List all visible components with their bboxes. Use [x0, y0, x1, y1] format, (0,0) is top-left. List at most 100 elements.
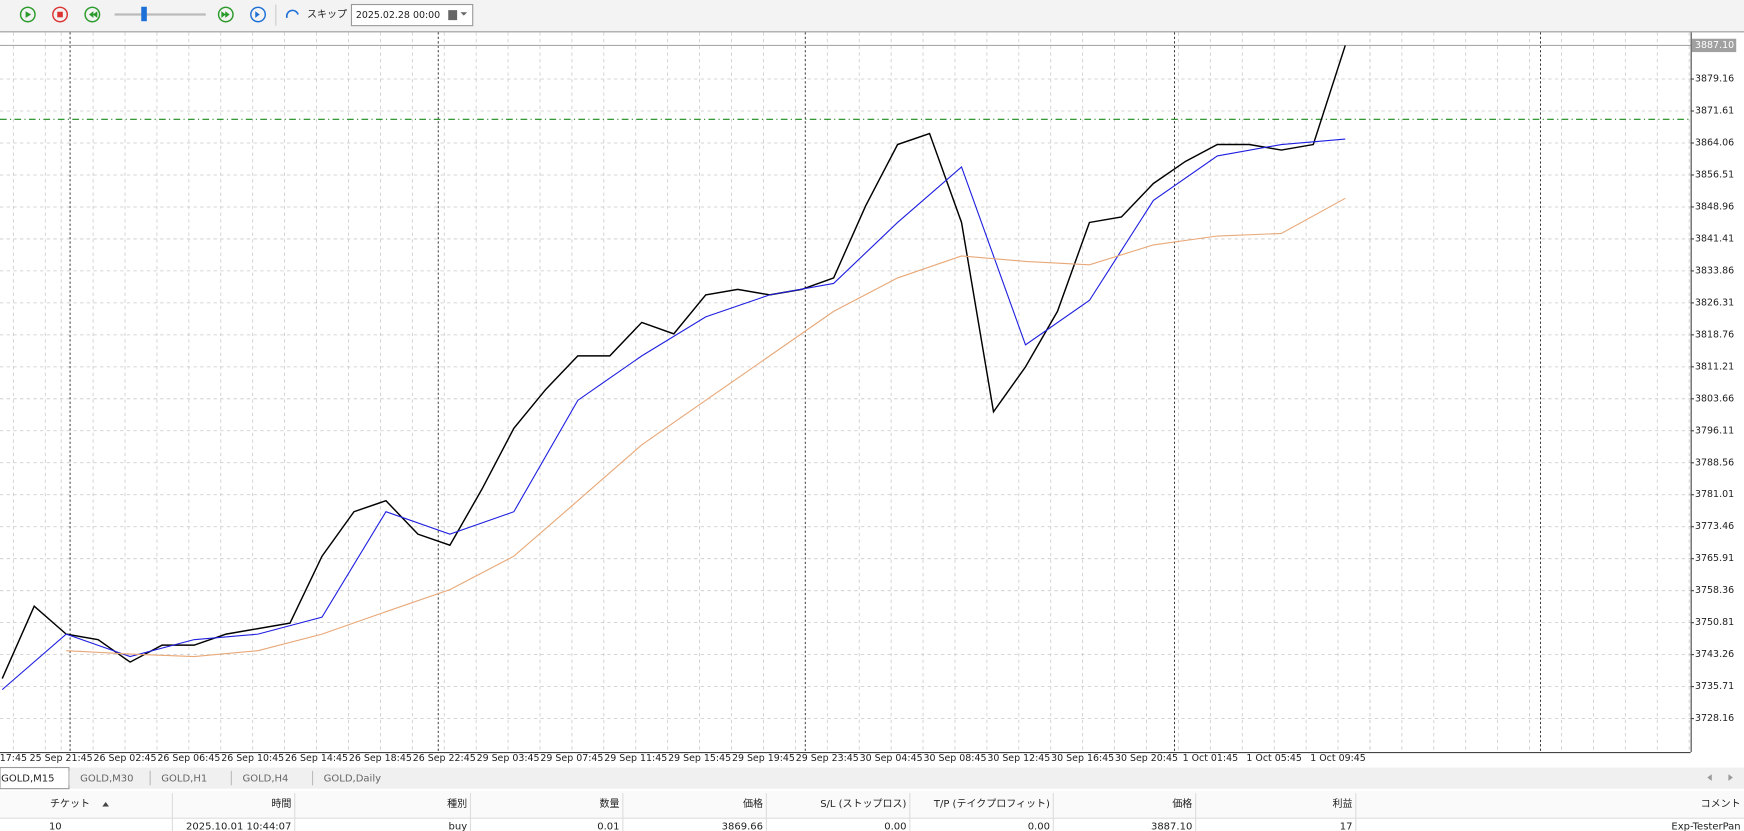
- x-tick-label: 29 Sep 03:45: [477, 753, 540, 764]
- x-tick-label: 1 Oct 05:45: [1246, 753, 1302, 764]
- table-cell: 10: [49, 821, 62, 831]
- y-tick-label: 3796.11: [1695, 425, 1734, 436]
- column-header[interactable]: S/L (ストップロス): [820, 798, 906, 810]
- table-cell: 3869.66: [722, 821, 763, 831]
- x-tick-label: 30 Sep 20:45: [1115, 753, 1178, 764]
- price-series: [1, 45, 1346, 679]
- price-series: [1, 138, 1346, 691]
- x-tick-label: 29 Sep 15:45: [668, 753, 731, 764]
- x-tick-label: 25 Sep 21:45: [30, 753, 93, 764]
- table-cell: 17: [1340, 821, 1353, 831]
- table: チケット 時間 種別 数量 価格 S/L (ストップロス) T/P (テイクプロフィット) 価…: [49, 793, 1741, 831]
- x-tick-label: 29 Sep 23:45: [796, 753, 859, 764]
- grid: [0, 32, 1691, 752]
- tab[interactable]: GOLD,M15: [1, 774, 54, 785]
- table-cell: 2025.10.01 10:44:07: [186, 821, 291, 831]
- column-header[interactable]: 価格: [743, 797, 763, 810]
- speed-slider[interactable]: [141, 6, 147, 22]
- toolbar: スキップ 2025.02.28 00:00: [0, 0, 1744, 32]
- toolbar-bg: [0, 0, 1744, 32]
- table-cell: 0.01: [597, 821, 619, 831]
- x-tick-label: 26 Sep 22:45: [413, 753, 476, 764]
- tab[interactable]: GOLD,H1: [161, 774, 207, 785]
- x-tick-label: 26 Sep 06:45: [157, 753, 220, 764]
- table-header-bg: [0, 790, 1744, 818]
- y-tick-label: 3773.46: [1695, 521, 1734, 532]
- play-icon: [25, 11, 32, 18]
- table-cell: 3887.10: [1151, 821, 1192, 831]
- x-tick-label: 1 Oct 09:45: [1310, 753, 1366, 764]
- y-tick-label: 3864.06: [1695, 138, 1734, 149]
- date-dropdown: [448, 10, 468, 21]
- tab-bar: [0, 767, 1744, 789]
- x-tick-label: 26 Sep 14:45: [285, 753, 348, 764]
- x-tick-label: 26 Sep 10:45: [221, 753, 284, 764]
- y-tick-label: 3758.36: [1695, 585, 1734, 596]
- slower-button[interactable]: [84, 6, 101, 23]
- x-tick-label: 29 Sep 11:45: [604, 753, 667, 764]
- current-price-label: 3887.10: [1695, 40, 1734, 51]
- y-tick-label: 3856.51: [1695, 169, 1734, 180]
- sort-arrow: [102, 802, 109, 807]
- column-header[interactable]: 利益: [1332, 797, 1352, 810]
- stop-button[interactable]: [52, 6, 69, 23]
- tab-bar-bg: [0, 767, 1744, 789]
- y-tick-label: 3728.16: [1695, 713, 1734, 724]
- y-tick-label: 3871.61: [1695, 106, 1734, 117]
- y-tick-label: 3743.26: [1695, 649, 1734, 660]
- table-cell: 0.00: [1028, 821, 1050, 831]
- y-tick-label: 3848.96: [1695, 201, 1734, 212]
- x-tick-label: 30 Sep 16:45: [1051, 753, 1114, 764]
- y-tick-label: 3803.66: [1695, 393, 1734, 404]
- y-tick-label: 3841.41: [1695, 233, 1734, 244]
- x-tick-label: 1 Oct 01:45: [1183, 753, 1239, 764]
- x-tick-label: 30 Sep 12:45: [987, 753, 1050, 764]
- column-header[interactable]: 数量: [600, 797, 620, 810]
- tab[interactable]: GOLD,Daily: [324, 774, 381, 785]
- stop-icon: [57, 11, 63, 18]
- play-button[interactable]: [19, 6, 36, 23]
- y-tick-label: 3788.56: [1695, 457, 1734, 468]
- column-header[interactable]: T/P (テイクプロフィット): [933, 798, 1050, 810]
- date-value: 2025.02.28 00:00: [356, 10, 440, 21]
- skip-label[interactable]: スキップ: [307, 9, 347, 21]
- column-header[interactable]: 種別: [447, 797, 467, 810]
- y-tick-label: 3879.16: [1695, 74, 1734, 85]
- y-tick-label: 3833.86: [1695, 265, 1734, 276]
- skip-end-button[interactable]: [250, 6, 266, 23]
- x-tick-label: 29 Sep 07:45: [540, 753, 603, 764]
- y-tick-label: 3781.01: [1695, 489, 1734, 500]
- column-header[interactable]: チケット: [50, 798, 90, 810]
- skip-icon: [285, 9, 299, 19]
- y-tick-label: 3765.91: [1695, 553, 1734, 564]
- table-cell: Exp-TesterPan: [1671, 821, 1740, 831]
- tabs: GOLD,M15 GOLD,M30 GOLD,H1 GOLD,H4 GOLD,Daily: [0, 766, 381, 790]
- x-tick-label: 17:45: [0, 753, 27, 764]
- column-header[interactable]: 価格: [1172, 797, 1192, 810]
- plot: [0, 44, 1691, 691]
- column-header[interactable]: 時間: [271, 798, 291, 810]
- skip-end-icon: [255, 11, 260, 18]
- y-tick-label: 3826.31: [1695, 297, 1734, 308]
- table-cell: buy: [449, 821, 468, 831]
- x-tick-label: 30 Sep 08:45: [923, 753, 986, 764]
- faster-button[interactable]: [217, 6, 234, 23]
- y-tick-label: 3811.21: [1695, 361, 1734, 372]
- column-header[interactable]: コメント: [1701, 799, 1741, 810]
- axes: 3879.16 3871.61 3864.06 3856.51 3848.96 3841.…: [0, 38, 1737, 764]
- tab[interactable]: GOLD,M30: [80, 774, 133, 785]
- current-price-box: [1691, 38, 1737, 53]
- x-tick-label: 30 Sep 04:45: [860, 753, 923, 764]
- y-tick-label: 3750.81: [1695, 617, 1734, 628]
- table-cell: 0.00: [884, 821, 906, 831]
- x-tick-label: 26 Sep 02:45: [94, 753, 157, 764]
- y-tick-label: 3818.76: [1695, 329, 1734, 340]
- date-box[interactable]: [350, 3, 474, 27]
- x-tick-label: 26 Sep 18:45: [349, 753, 412, 764]
- faster-icon: [221, 11, 230, 18]
- slower-icon: [88, 11, 98, 18]
- tab[interactable]: GOLD,H4: [242, 774, 288, 785]
- x-tick-label: 29 Sep 19:45: [732, 753, 795, 764]
